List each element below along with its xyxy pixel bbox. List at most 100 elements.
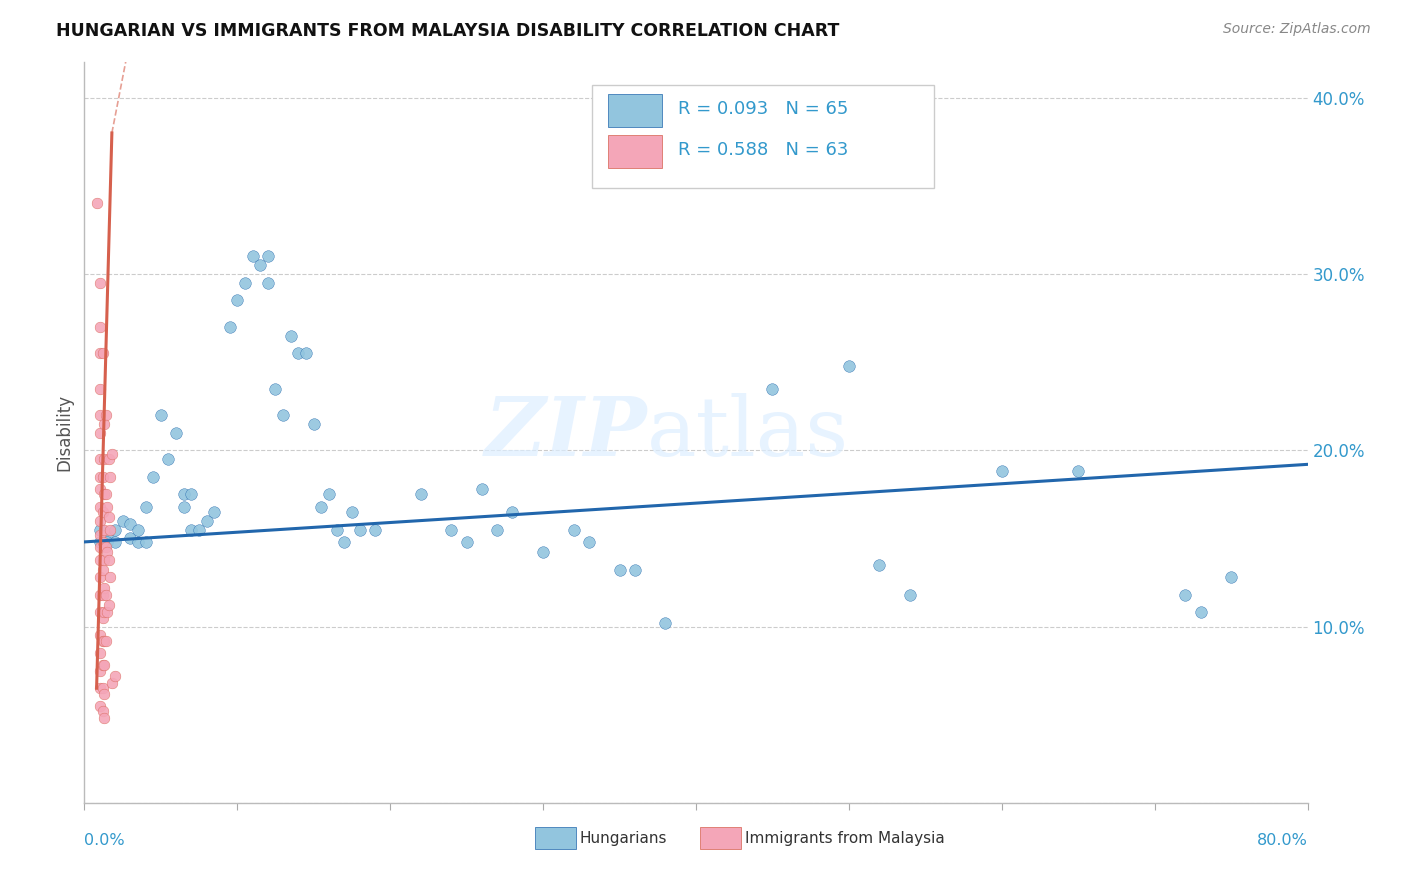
- Y-axis label: Disability: Disability: [55, 394, 73, 471]
- Point: [93, 658, 115, 673]
- Point: [89, 425, 111, 440]
- Point: [96, 606, 118, 620]
- Point: [91, 469, 114, 483]
- Point: [91, 704, 114, 718]
- Point: [91, 588, 114, 602]
- Point: [264, 382, 287, 396]
- Point: [233, 276, 256, 290]
- Point: [104, 669, 127, 683]
- Point: [104, 523, 127, 537]
- Point: [91, 681, 114, 696]
- Point: [89, 469, 111, 483]
- Point: [1067, 464, 1090, 478]
- Point: [96, 545, 118, 559]
- Point: [89, 698, 111, 713]
- Point: [89, 514, 111, 528]
- Point: [94, 588, 117, 602]
- Text: 0.0%: 0.0%: [84, 833, 125, 848]
- Point: [142, 469, 165, 483]
- Point: [101, 676, 124, 690]
- Point: [257, 276, 280, 290]
- Point: [502, 505, 524, 519]
- Point: [98, 523, 121, 537]
- Point: [157, 452, 180, 467]
- Point: [173, 487, 195, 501]
- Point: [991, 464, 1014, 478]
- Point: [318, 487, 340, 501]
- Point: [89, 535, 111, 549]
- Point: [94, 633, 117, 648]
- Point: [257, 249, 280, 263]
- Point: [120, 532, 142, 546]
- Point: [287, 346, 309, 360]
- Point: [91, 505, 114, 519]
- Point: [89, 528, 111, 542]
- Point: [97, 452, 120, 467]
- Point: [96, 500, 118, 514]
- Point: [226, 293, 249, 308]
- Point: [93, 711, 115, 725]
- Point: [89, 606, 111, 620]
- Point: [202, 505, 225, 519]
- Text: R = 0.093   N = 65: R = 0.093 N = 65: [678, 100, 848, 118]
- Point: [654, 615, 676, 630]
- Point: [1220, 570, 1243, 584]
- Point: [349, 523, 371, 537]
- Point: [295, 346, 318, 360]
- Point: [302, 417, 325, 431]
- Point: [97, 599, 120, 613]
- Point: [111, 514, 134, 528]
- Point: [93, 417, 115, 431]
- Point: [89, 628, 111, 642]
- Point: [242, 249, 264, 263]
- Point: [531, 545, 554, 559]
- Point: [898, 588, 921, 602]
- Point: [761, 382, 783, 396]
- Point: [96, 535, 118, 549]
- Point: [486, 523, 509, 537]
- Point: [89, 482, 111, 496]
- Point: [93, 552, 115, 566]
- Point: [89, 408, 111, 422]
- Point: [340, 505, 363, 519]
- FancyBboxPatch shape: [607, 135, 662, 168]
- Point: [409, 487, 432, 501]
- Point: [609, 563, 631, 577]
- Point: [165, 425, 187, 440]
- FancyBboxPatch shape: [592, 85, 935, 188]
- Text: Source: ZipAtlas.com: Source: ZipAtlas.com: [1223, 22, 1371, 37]
- Point: [97, 552, 120, 566]
- Point: [89, 588, 111, 602]
- Point: [93, 523, 115, 537]
- Point: [89, 681, 111, 696]
- Point: [249, 258, 271, 272]
- Point: [89, 552, 111, 566]
- Point: [127, 523, 149, 537]
- Text: Hungarians: Hungarians: [579, 830, 668, 846]
- Point: [456, 535, 478, 549]
- Point: [91, 563, 114, 577]
- Point: [101, 447, 124, 461]
- Text: atlas: atlas: [647, 392, 849, 473]
- Point: [325, 523, 347, 537]
- Point: [89, 319, 111, 334]
- Point: [578, 535, 600, 549]
- Point: [104, 535, 127, 549]
- Point: [624, 563, 647, 577]
- Point: [93, 686, 115, 700]
- Point: [98, 570, 121, 584]
- Text: R = 0.588   N = 63: R = 0.588 N = 63: [678, 141, 848, 159]
- Point: [91, 658, 114, 673]
- FancyBboxPatch shape: [700, 827, 741, 848]
- Point: [93, 633, 115, 648]
- Point: [89, 382, 111, 396]
- Point: [333, 535, 356, 549]
- Point: [89, 646, 111, 660]
- Point: [89, 540, 111, 554]
- Point: [218, 319, 240, 334]
- Point: [173, 500, 195, 514]
- Point: [838, 359, 860, 373]
- Point: [1189, 606, 1212, 620]
- Point: [135, 500, 157, 514]
- Text: 80.0%: 80.0%: [1257, 833, 1308, 848]
